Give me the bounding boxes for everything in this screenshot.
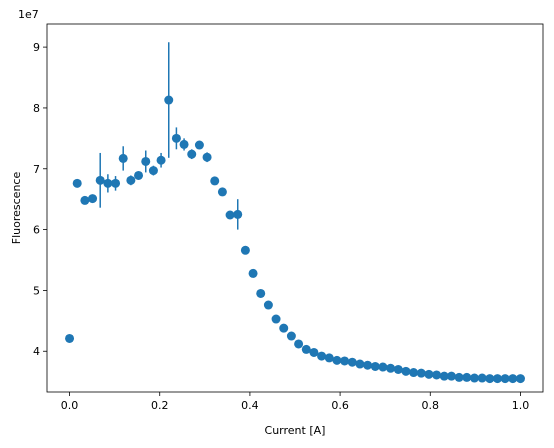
data-point <box>500 374 510 384</box>
y-tick-label: 6 <box>33 224 40 237</box>
data-point <box>217 187 227 197</box>
data-point <box>95 175 105 185</box>
data-point <box>248 268 258 278</box>
y-axis-label: Fluorescence <box>10 172 23 245</box>
data-point <box>256 288 266 298</box>
data-point <box>111 178 121 188</box>
data-point <box>80 195 90 205</box>
x-tick-label: 0.0 <box>61 399 79 412</box>
data-point <box>477 373 487 383</box>
data-point <box>409 368 419 378</box>
y-tick-label: 7 <box>33 163 40 176</box>
y-tick-label: 4 <box>33 345 40 358</box>
data-point <box>446 371 456 381</box>
plot-frame <box>46 23 544 393</box>
data-point <box>492 374 502 384</box>
data-point <box>515 374 525 384</box>
data-point <box>378 362 388 372</box>
y-offset-label: 1e7 <box>18 8 39 21</box>
data-point <box>240 245 250 255</box>
data-point <box>454 372 464 382</box>
data-point <box>134 170 144 180</box>
data-point <box>171 133 181 143</box>
data-point <box>72 178 82 188</box>
data-point <box>340 356 350 366</box>
data-point <box>210 176 220 186</box>
data-point <box>279 323 289 333</box>
data-point <box>148 166 158 176</box>
data-point <box>156 155 166 165</box>
data-point <box>332 355 342 365</box>
data-point <box>347 357 357 367</box>
data-point <box>194 140 204 150</box>
data-point <box>271 314 281 324</box>
data-point <box>393 364 403 374</box>
data-point <box>179 139 189 149</box>
data-point <box>164 95 174 105</box>
data-point <box>118 153 128 163</box>
y-tick-label: 9 <box>33 41 40 54</box>
data-point <box>65 333 75 343</box>
data-point <box>432 370 442 380</box>
data-point <box>233 209 243 219</box>
data-point <box>301 344 311 354</box>
data-point <box>286 331 296 341</box>
x-tick-label: 1.0 <box>512 399 530 412</box>
y-tick-label: 5 <box>33 284 40 297</box>
data-point <box>263 300 273 310</box>
data-point <box>324 353 334 363</box>
x-axis-label: Current [A] <box>265 424 326 437</box>
data-point <box>126 175 136 185</box>
x-tick-label: 0.2 <box>151 399 169 412</box>
x-tick-label: 0.8 <box>422 399 440 412</box>
data-point <box>508 374 518 384</box>
data-point <box>141 156 151 166</box>
data-point <box>416 368 426 378</box>
data-point <box>187 149 197 159</box>
data-point <box>424 369 434 379</box>
data-point <box>439 371 449 381</box>
data-point <box>363 360 373 370</box>
data-point <box>462 372 472 382</box>
data-point <box>355 359 365 369</box>
data-point <box>317 351 327 361</box>
x-tick-label: 0.6 <box>331 399 349 412</box>
data-point <box>103 178 113 188</box>
data-point <box>225 210 235 220</box>
data-point <box>202 152 212 162</box>
data-point <box>309 347 319 357</box>
data-point <box>386 363 396 373</box>
data-point <box>370 361 380 371</box>
data-point <box>88 194 98 204</box>
data-point <box>485 374 495 384</box>
data-point <box>294 339 304 349</box>
data-point <box>469 373 479 383</box>
data-point <box>401 366 411 376</box>
y-tick-label: 8 <box>33 102 40 115</box>
x-tick-label: 0.4 <box>241 399 259 412</box>
